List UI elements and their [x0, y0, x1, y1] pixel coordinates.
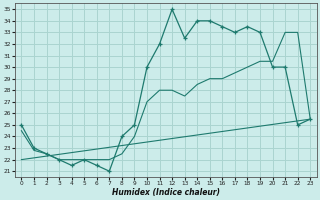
X-axis label: Humidex (Indice chaleur): Humidex (Indice chaleur): [112, 188, 220, 197]
